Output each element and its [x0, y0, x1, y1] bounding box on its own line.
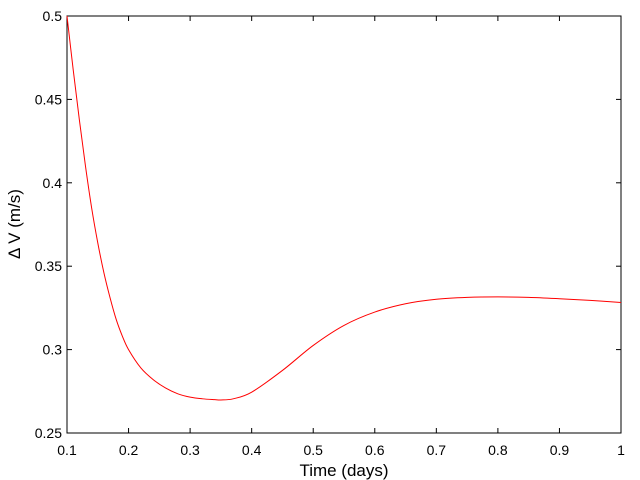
y-tick-label: 0.5	[43, 8, 63, 24]
x-tick-label: 1	[617, 442, 625, 458]
y-tick-label: 0.35	[35, 258, 62, 274]
y-axis-label: Δ V (m/s)	[5, 189, 24, 259]
x-tick-label: 0.7	[427, 442, 447, 458]
series-layer	[66, 15, 622, 401]
x-axis-ticks: 0.1 0.2 0.3 0.4 0.5 0.6 0.7 0.8 0.9 1	[57, 16, 625, 458]
y-tick-label: 0.25	[35, 425, 62, 441]
x-tick-label: 0.1	[57, 442, 77, 458]
y-axis-ticks: 0.25 0.3 0.35 0.4 0.45 0.5	[35, 8, 621, 441]
x-tick-label: 0.8	[488, 442, 508, 458]
x-tick-label: 0.4	[242, 442, 262, 458]
y-tick-label: 0.45	[35, 91, 62, 107]
x-tick-label: 0.6	[365, 442, 385, 458]
y-tick-label: 0.4	[43, 175, 63, 191]
y-tick-label: 0.3	[43, 342, 63, 358]
x-tick-label: 0.2	[119, 442, 139, 458]
x-tick-label: 0.3	[180, 442, 200, 458]
x-tick-label: 0.9	[550, 442, 570, 458]
plot-area-frame	[66, 15, 622, 434]
x-tick-label: 0.5	[303, 442, 323, 458]
series-line	[66, 15, 622, 401]
x-axis-label: Time (days)	[299, 461, 388, 480]
